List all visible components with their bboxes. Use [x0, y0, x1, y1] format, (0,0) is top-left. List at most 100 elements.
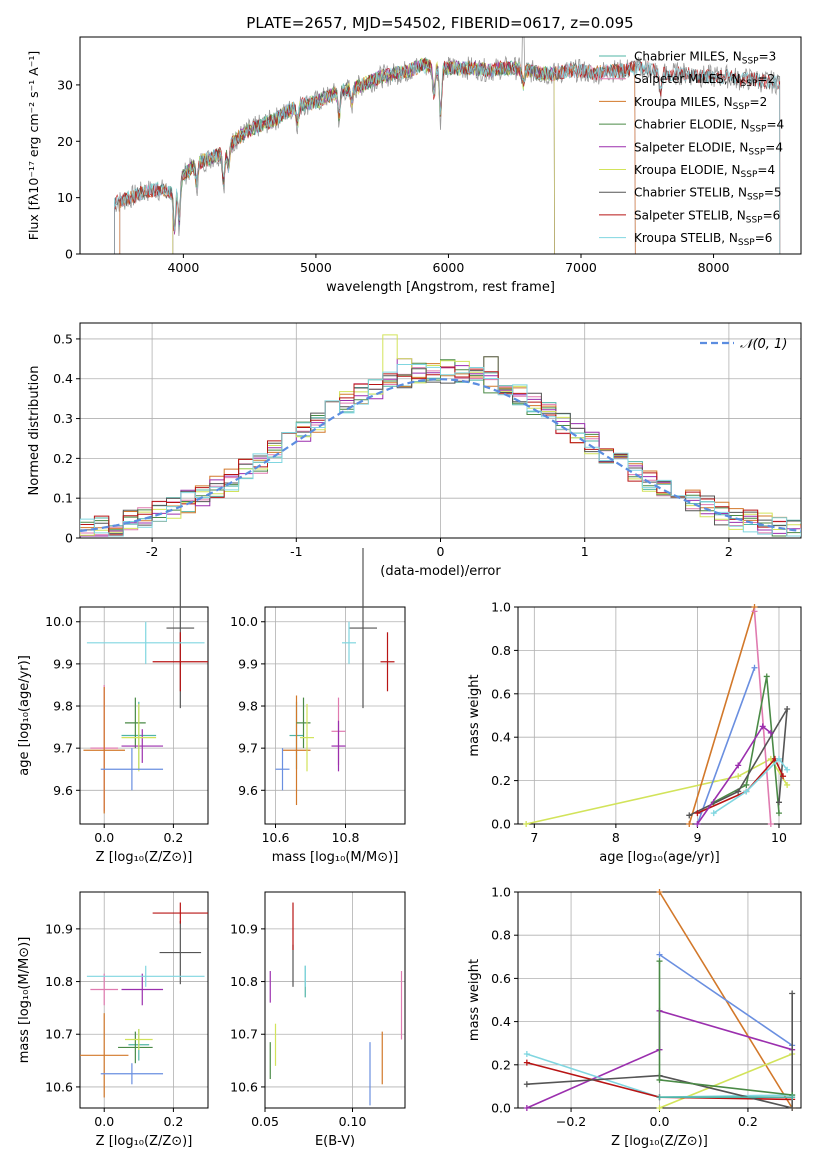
tick-label-y: 10.6: [45, 1079, 73, 1094]
model-spectrum-kroupa-stelib: [114, 59, 781, 254]
weight-marker: [523, 821, 530, 827]
tick-label-x: 2: [725, 544, 733, 559]
legend-count: =3: [759, 50, 777, 64]
weight-marker: [789, 1105, 796, 1111]
weight-marker: [656, 951, 663, 958]
mass-vs-Z-panel: 0.0 0.2 10.6 10.7 10.8 10.9 Z [log₁₀(Z/Z⊙)] mas…: [17, 891, 209, 1149]
weight-line: [688, 606, 756, 825]
weight-marker: [743, 781, 750, 788]
weight-line: [696, 725, 772, 825]
legend-count: =4: [765, 140, 783, 154]
x-axis-label: (data-model)/error: [380, 564, 501, 579]
weight-marker: [735, 773, 742, 780]
tick-label-y: 0.1: [53, 491, 73, 506]
weight-vs-Z-panel: −0.2 0.0 0.2 0.0 0.2 0.4 0.6 0.8 1.0 Z [log₁₀(Z/Z…: [467, 885, 802, 1149]
tick-label-y: 0.6: [491, 971, 511, 986]
weight-marker: [523, 1059, 530, 1066]
weight-marker: [763, 673, 770, 680]
y-axis-label: mass weight: [467, 674, 482, 756]
tick-label-y: 0.4: [491, 1014, 511, 1029]
tick-label-y: 10.6: [230, 1079, 258, 1094]
legend-subscript: SSP: [747, 193, 764, 203]
weight-line: [526, 993, 793, 1110]
plot-frame: [79, 36, 802, 255]
spectrum-lines: [114, 37, 781, 254]
tick-label-y: 0.6: [491, 686, 511, 701]
tick-label-y: 10.7: [45, 1027, 73, 1042]
tick-label-x: 0.2: [163, 830, 183, 845]
error-bars: [80, 902, 208, 1098]
model-spectrum-salpeter-stelib: [114, 58, 781, 254]
weight-marker: [784, 766, 791, 773]
weight-marker: [656, 1094, 663, 1101]
tick-label-y: 1.0: [491, 600, 511, 615]
weight-line: [753, 611, 772, 825]
tick-label-x: 1: [581, 544, 589, 559]
tick-label-x: 0.0: [650, 1114, 670, 1129]
tick-label-y: 10: [57, 190, 73, 205]
tick-label-y: 10.0: [230, 614, 258, 629]
weight-marker: [759, 723, 766, 730]
weight-marker: [775, 755, 782, 762]
tick-label-x: 0.2: [163, 1114, 183, 1129]
tick-label-y: 0.8: [491, 643, 511, 658]
model-spectrum-salpeter-miles: [119, 59, 636, 254]
tick-label-x: 8000: [698, 260, 730, 275]
tick-label-y: 0.5: [53, 331, 73, 346]
plot-frame: [264, 891, 406, 1109]
weight-line: [688, 708, 788, 817]
plot-frame: [79, 891, 209, 1109]
weight-line: [696, 667, 756, 825]
tick-label-y: 10.8: [45, 974, 73, 989]
weight-marker: [784, 781, 791, 788]
legend-count: =6: [755, 231, 773, 245]
y-axis-label: mass [log₁₀(M/M⊙)]: [17, 937, 32, 1064]
tick-label-x: 10: [771, 830, 787, 845]
legend-label: Salpeter MILES, NSSP=2: [634, 72, 775, 89]
weight-marker: [523, 1081, 530, 1088]
tick-label-y: 0: [65, 247, 73, 262]
tick-label-y: 9.9: [238, 656, 258, 671]
legend-count: =4: [757, 163, 775, 177]
mass-vs-EBV-panel: 0.05 0.10 10.6 10.7 10.8 10.9 E(B-V): [230, 891, 406, 1149]
model-spectrum-chabrier-stelib: [114, 57, 781, 254]
tick-label-x: −0.2: [556, 1114, 586, 1129]
tick-label-y: 9.6: [53, 783, 73, 798]
tick-label-y: 9.7: [238, 741, 258, 756]
tick-label-y: 0.4: [53, 371, 73, 386]
age-vs-Z-panel: 0.0 0.2 9.6 9.7 9.8 9.9 10.0 Z [log₁₀(Z/Z⊙)] age…: [17, 548, 209, 865]
weight-lines: [523, 889, 796, 1111]
tick-label-y: 9.8: [53, 699, 73, 714]
tick-label-x: 6000: [433, 260, 465, 275]
histograms: [80, 334, 801, 537]
residuals-legend: 𝒩(0, 1): [700, 337, 787, 352]
weight-marker: [523, 1105, 530, 1111]
weight-line: [659, 1053, 793, 1109]
model-spectrum-chabrier-miles: [119, 57, 636, 254]
legend-count: =2: [750, 95, 768, 109]
histogram-kroupa-stelib: [80, 364, 801, 537]
tick-label-x: 5000: [300, 260, 332, 275]
weight-marker: [784, 705, 791, 712]
tick-label-x: -1: [290, 544, 302, 559]
tick-label-y: 20: [57, 134, 73, 149]
tick-label-y: 9.8: [238, 699, 258, 714]
plot-frame: [517, 606, 802, 825]
tick-label-y: 10.0: [45, 614, 73, 629]
legend-label: Kroupa ELODIE, NSSP=4: [634, 163, 775, 180]
weight-marker: [656, 1076, 663, 1083]
weight-marker: [767, 729, 774, 736]
weight-marker: [686, 821, 693, 827]
plot-frame: [264, 606, 406, 825]
legend-label: Kroupa STELIB, NSSP=6: [634, 231, 772, 248]
legend-label: Salpeter STELIB, NSSP=6: [634, 208, 780, 225]
legend-label: Kroupa MILES, NSSP=2: [634, 95, 767, 112]
tick-label-y: 9.9: [53, 656, 73, 671]
weight-line: [697, 757, 784, 814]
weight-line: [713, 757, 788, 814]
legend-subscript: SSP: [733, 102, 750, 112]
y-axis-label: mass weight: [467, 959, 482, 1041]
weight-line: [713, 676, 780, 814]
tick-label-y: 0.8: [491, 928, 511, 943]
tick-label-x: 0: [437, 544, 445, 559]
